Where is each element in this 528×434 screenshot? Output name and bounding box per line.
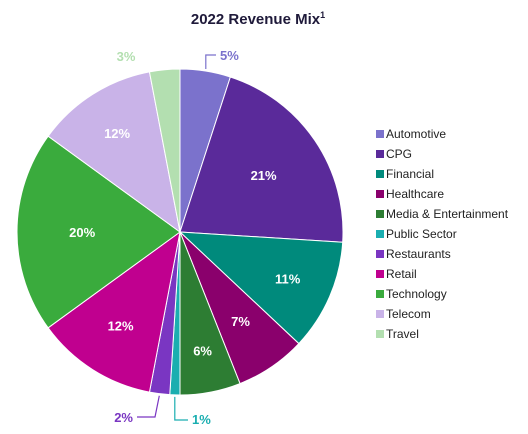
- legend-swatch-telecom: [376, 310, 384, 318]
- chart-title-text: 2022 Revenue Mix: [191, 11, 321, 28]
- pie-slices: [16, 68, 344, 396]
- legend-label-media-and-entertainment: Media & Entertainment: [386, 207, 509, 221]
- leader-line-automotive: [205, 54, 216, 69]
- slice-label-retail: 12%: [108, 319, 134, 334]
- legend: Automotive CPG Financial Healthcare Media & …: [376, 127, 509, 341]
- slice-label-financial: 11%: [275, 272, 301, 287]
- chart-title-superscript: 1: [320, 10, 325, 20]
- legend-swatch-automotive: [376, 130, 384, 138]
- slice-retail: [47, 230, 181, 393]
- legend-label-public-sector: Public Sector: [386, 227, 457, 241]
- legend-swatch-financial: [376, 170, 384, 178]
- slice-label-restaurants: 2%: [114, 410, 133, 425]
- slice-travel: [148, 68, 181, 233]
- legend-label-financial: Financial: [386, 167, 434, 181]
- slice-label-healthcare: 7%: [231, 314, 250, 329]
- slice-label-automotive: 5%: [220, 48, 239, 63]
- legend-swatch-cpg: [376, 150, 384, 158]
- leader-line-public-sector: [174, 396, 188, 421]
- legend-swatch-healthcare: [376, 190, 384, 198]
- slice-financial: [178, 231, 344, 345]
- legend-label-cpg: CPG: [386, 147, 412, 161]
- legend-label-automotive: Automotive: [386, 127, 446, 141]
- slice-label-public-sector: 1%: [192, 412, 211, 427]
- slice-label-telecom: 12%: [104, 126, 130, 141]
- slice-label-technology: 20%: [69, 225, 95, 240]
- legend-swatch-media-and-entertainment: [376, 210, 384, 218]
- slice-label-media-and-entertainment: 6%: [193, 344, 212, 359]
- slice-label-cpg: 21%: [251, 168, 277, 183]
- slice-label-travel: 3%: [117, 49, 136, 64]
- legend-label-technology: Technology: [386, 287, 447, 301]
- chart-title: 2022 Revenue Mix1: [191, 10, 325, 28]
- slice-technology: [16, 135, 181, 329]
- legend-swatch-public-sector: [376, 230, 384, 238]
- legend-label-healthcare: Healthcare: [386, 187, 444, 201]
- legend-label-retail: Retail: [386, 267, 417, 281]
- legend-label-telecom: Telecom: [386, 307, 431, 321]
- legend-label-restaurants: Restaurants: [386, 247, 451, 261]
- leader-lines: [137, 54, 216, 421]
- leader-line-restaurants: [137, 395, 160, 418]
- slice-telecom: [47, 71, 181, 234]
- legend-swatch-technology: [376, 290, 384, 298]
- legend-label-travel: Travel: [386, 327, 419, 341]
- slice-labels: 5% 21% 11% 7% 6% 1% 2% 12% 20% 12% 3%: [69, 48, 301, 427]
- slice-cpg: [179, 76, 344, 243]
- legend-swatch-retail: [376, 270, 384, 278]
- legend-swatch-restaurants: [376, 250, 384, 258]
- legend-swatch-travel: [376, 330, 384, 338]
